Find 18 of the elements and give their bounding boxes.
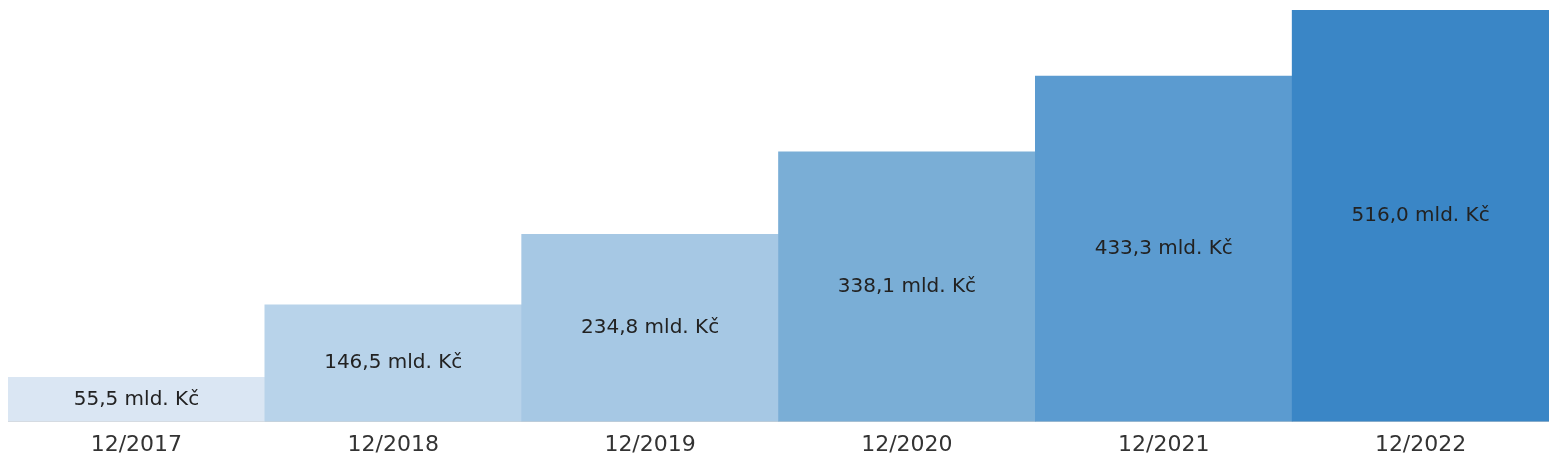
x-tick-label: 12/2022 bbox=[1374, 430, 1467, 456]
bar bbox=[778, 151, 1036, 422]
data-label: 338,1 mld. Kč bbox=[837, 272, 977, 297]
data-label: 146,5 mld. Kč bbox=[324, 349, 463, 374]
bar bbox=[521, 233, 779, 422]
bar bbox=[8, 377, 266, 422]
data-label: 234,8 mld. Kč bbox=[580, 314, 720, 339]
data-label: 55,5 mld. Kč bbox=[73, 385, 200, 410]
bar bbox=[1035, 75, 1293, 422]
data-label: 433,3 mld. Kč bbox=[1094, 234, 1233, 259]
data-label: 516,0 mld. Kč bbox=[1351, 202, 1490, 226]
x-tick-label: 12/2021 bbox=[1118, 430, 1210, 456]
x-tick-label: 12/2019 bbox=[604, 430, 696, 456]
bar bbox=[1291, 10, 1549, 422]
x-tick-label: 12/2018 bbox=[347, 430, 439, 456]
x-tick-label: 12/2020 bbox=[861, 430, 953, 456]
x-tick-label: 12/2017 bbox=[90, 430, 183, 456]
bar bbox=[264, 304, 522, 422]
